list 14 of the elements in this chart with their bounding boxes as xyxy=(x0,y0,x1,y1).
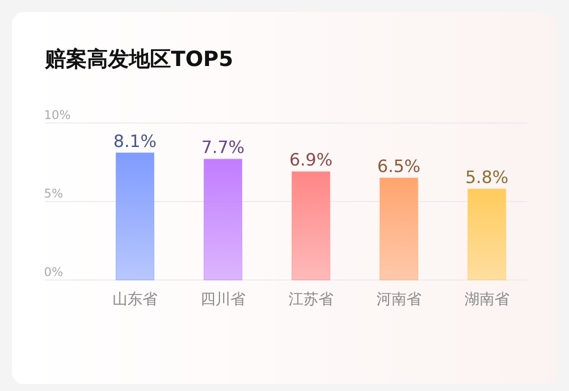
data-label: 5.8% xyxy=(465,168,508,188)
x-tick-label: 河南省 xyxy=(376,290,422,308)
data-label: 8.1% xyxy=(113,132,157,152)
x-tick-label: 湖南省 xyxy=(464,290,510,308)
data-label: 6.5% xyxy=(377,156,420,177)
data-label: 6.9% xyxy=(289,150,333,171)
x-tick-label: 江苏省 xyxy=(288,290,334,308)
y-tick-label: 10% xyxy=(44,108,71,122)
data-label: 7.7% xyxy=(201,138,245,158)
y-tick-label: 0% xyxy=(44,265,64,279)
x-tick-label: 四川省 xyxy=(200,290,246,308)
chart-title: 赔案高发地区TOP5 xyxy=(44,47,234,71)
y-tick-label: 5% xyxy=(44,186,64,200)
x-tick-label: 山东省 xyxy=(112,290,158,308)
